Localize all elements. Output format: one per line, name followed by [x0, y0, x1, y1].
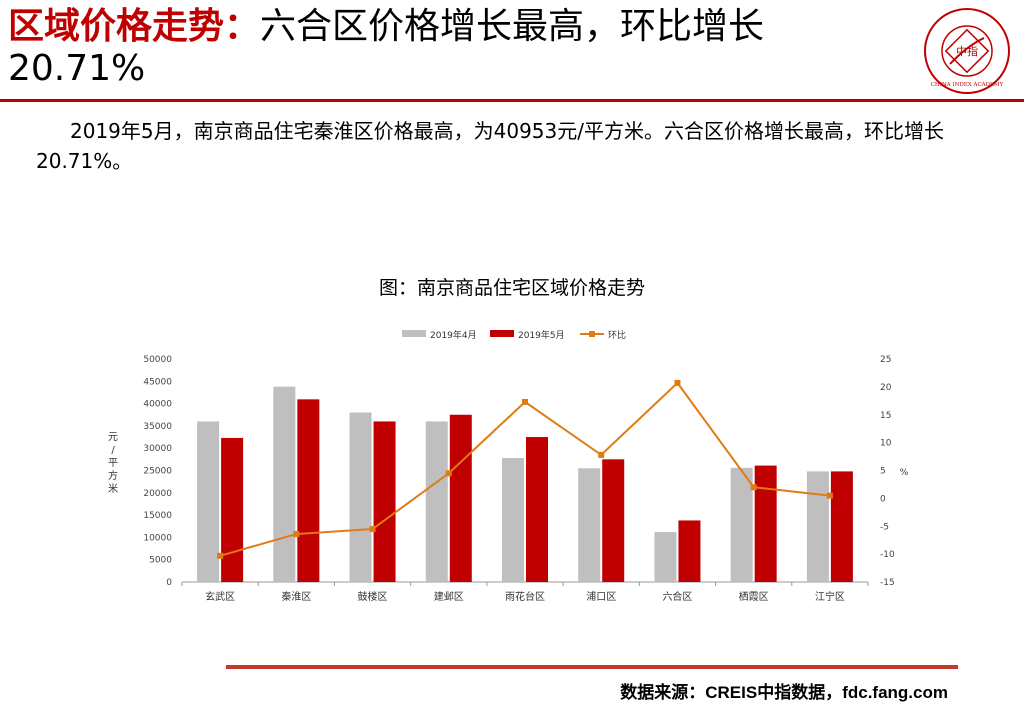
x-tick-label: 玄武区: [205, 590, 235, 603]
y2-tick-label: 0: [880, 494, 886, 504]
y-tick-label: 35000: [143, 422, 172, 432]
y-tick-label: 0: [166, 578, 172, 588]
y-tick-label: 30000: [143, 444, 172, 454]
mom-point: [522, 398, 528, 405]
bar-april: [730, 467, 753, 582]
page-title: 区域价格走势：六合区价格增长最高，环比增长 20.71%: [8, 6, 908, 90]
bar-april: [349, 412, 372, 582]
mom-point: [598, 451, 605, 458]
bar-may: [221, 437, 244, 582]
title-figure: 20.71%: [8, 48, 146, 89]
y2-tick-label: -5: [880, 522, 889, 532]
legend-swatch-marker: [589, 331, 595, 337]
x-tick-label: 六合区: [662, 590, 692, 603]
legend-label: 2019年4月: [430, 329, 477, 341]
legend-label: 2019年5月: [518, 329, 565, 341]
x-tick-label: 雨花台区: [505, 590, 545, 603]
y-axis-label-char: 元: [108, 432, 118, 443]
y-tick-label: 50000: [143, 355, 172, 365]
y2-tick-label: 25: [880, 355, 891, 365]
bar-april: [806, 471, 829, 582]
header-divider: [0, 99, 1024, 102]
y-axis-label-char: 方: [108, 469, 118, 482]
legend-swatch: [490, 330, 514, 337]
mom-point: [750, 484, 757, 491]
bar-may: [754, 465, 777, 582]
bar-may: [526, 437, 548, 582]
logo-english-text: CHINA INDEX ACADEMY: [931, 82, 1004, 88]
bar-may: [297, 399, 320, 582]
bar-april: [578, 468, 601, 582]
bar-april: [502, 458, 524, 582]
china-index-academy-logo: 中指 CHINA INDEX ACADEMY: [924, 8, 1010, 94]
y-tick-label: 20000: [143, 489, 172, 499]
y-tick-label: 40000: [143, 400, 172, 410]
bar-april: [425, 421, 448, 582]
y2-tick-label: -10: [880, 550, 895, 560]
y-tick-label: 5000: [149, 556, 172, 566]
y2-axis-label: %: [900, 468, 909, 478]
x-tick-label: 建邺区: [434, 590, 464, 603]
mom-point: [826, 492, 833, 499]
mom-point: [293, 531, 300, 538]
x-tick-label: 江宁区: [815, 590, 845, 603]
y2-tick-label: 20: [880, 383, 892, 393]
x-tick-label: 鼓楼区: [358, 590, 388, 603]
y-axis-label-char: 米: [108, 482, 118, 495]
x-tick-label: 栖霞区: [739, 590, 769, 603]
bar-may: [449, 414, 472, 582]
summary-paragraph: 2019年5月，南京商品住宅秦淮区价格最高，为40953元/平方米。六合区价格增…: [36, 119, 944, 173]
y-axis-label-char: /: [111, 445, 115, 456]
y2-tick-label: 10: [880, 439, 892, 449]
mom-point: [445, 470, 452, 477]
y-tick-label: 45000: [143, 377, 172, 387]
x-tick-label: 浦口区: [586, 590, 616, 603]
y-tick-label: 25000: [143, 467, 172, 477]
y-axis-label-char: 平: [108, 458, 118, 469]
legend-label: 环比: [608, 329, 626, 341]
bar-april: [654, 532, 677, 582]
bar-may: [830, 471, 853, 582]
y2-tick-label: 5: [880, 467, 886, 477]
y2-tick-label: 15: [880, 411, 891, 421]
bar-may: [678, 520, 701, 582]
bar-may: [602, 459, 625, 582]
title-rest: 六合区价格增长最高，环比增长: [260, 6, 765, 47]
bar-may: [373, 421, 396, 582]
logo-text: 中指: [956, 44, 978, 58]
bar-april: [197, 421, 220, 582]
mom-point: [369, 526, 376, 533]
y2-tick-label: -15: [880, 578, 895, 588]
y-tick-label: 15000: [143, 511, 172, 521]
title-highlight: 区域价格走势：: [8, 6, 261, 47]
footer-divider: [226, 665, 958, 669]
mom-point: [217, 552, 224, 559]
data-source: 数据来源：CREIS中指数据，fdc.fang.com: [620, 683, 948, 702]
legend-swatch: [402, 330, 426, 337]
y-tick-label: 10000: [143, 533, 172, 543]
chart-title: 图：南京商品住宅区域价格走势: [378, 277, 645, 299]
x-tick-label: 秦淮区: [281, 590, 311, 603]
mom-point: [674, 379, 681, 386]
bar-april: [273, 386, 296, 582]
